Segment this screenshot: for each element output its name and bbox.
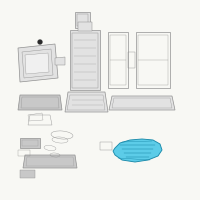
Polygon shape — [113, 139, 162, 162]
Polygon shape — [20, 170, 35, 178]
Ellipse shape — [38, 40, 42, 45]
Polygon shape — [25, 53, 49, 74]
Polygon shape — [70, 30, 100, 90]
Polygon shape — [20, 138, 40, 148]
Polygon shape — [75, 12, 90, 28]
Polygon shape — [23, 155, 77, 168]
Polygon shape — [78, 22, 92, 31]
Polygon shape — [18, 95, 62, 110]
Polygon shape — [109, 96, 175, 110]
Polygon shape — [55, 57, 65, 65]
Polygon shape — [65, 92, 108, 112]
Polygon shape — [18, 44, 58, 82]
